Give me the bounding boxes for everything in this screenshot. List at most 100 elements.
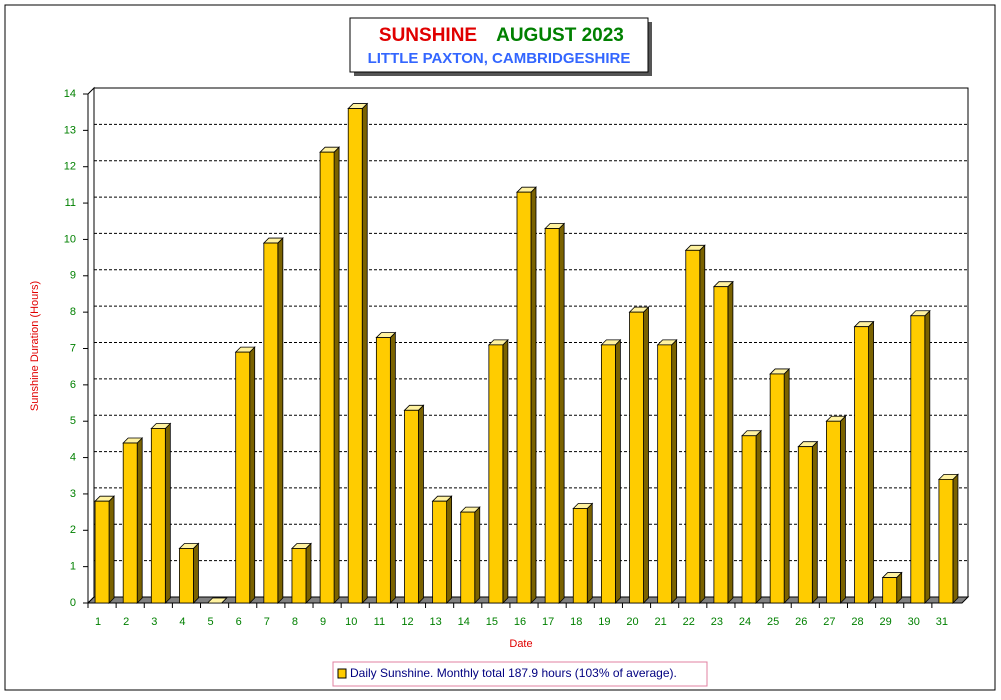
bar-side <box>333 146 340 604</box>
chart-subtitle: LITTLE PAXTON, CAMBRIDGESHIRE <box>368 50 631 67</box>
bar <box>629 311 644 604</box>
x-tick-label: 21 <box>655 616 667 628</box>
plot-left-wall <box>87 86 95 605</box>
bar <box>910 315 926 604</box>
y-tick-label: 11 <box>65 197 76 209</box>
x-tick-label: 4 <box>179 616 185 628</box>
bar <box>432 500 448 604</box>
bar-top <box>206 597 228 604</box>
bar-side <box>136 437 143 604</box>
y-tick-label: 12 <box>64 161 76 173</box>
x-tick-label: 10 <box>345 616 357 628</box>
bar-side <box>868 320 874 604</box>
bar <box>375 337 391 604</box>
bar <box>263 242 279 604</box>
bar <box>122 442 138 604</box>
bar <box>741 435 757 604</box>
y-tick-label: 2 <box>70 524 76 536</box>
bar-side <box>108 495 115 604</box>
chart-title-date: AUGUST 2023 <box>496 25 624 46</box>
bar-side <box>164 422 171 604</box>
bar <box>94 500 110 604</box>
bar-side <box>193 542 199 604</box>
bar <box>713 286 729 604</box>
x-tick-label: 12 <box>401 616 413 628</box>
x-tick-label: 8 <box>292 616 298 628</box>
bar-side <box>783 367 790 604</box>
bar-side <box>558 222 565 604</box>
bar-side <box>277 237 284 604</box>
x-tick-label: 16 <box>514 616 526 628</box>
x-tick-label: 15 <box>486 616 498 628</box>
bar <box>938 478 954 604</box>
bar <box>347 108 363 604</box>
bar <box>685 249 701 604</box>
x-tick-label: 20 <box>626 616 638 628</box>
title-box <box>349 17 649 73</box>
x-tick-label: 25 <box>767 616 779 628</box>
bar-side <box>952 473 959 604</box>
bar <box>516 191 532 604</box>
y-tick-label: 1 <box>70 561 76 573</box>
x-tick-label: 22 <box>683 616 695 628</box>
x-tick-label: 29 <box>880 616 892 628</box>
bar-side <box>530 186 537 604</box>
x-axis-label: Date <box>509 638 532 650</box>
x-tick-label: 13 <box>429 616 441 628</box>
bar-side <box>727 280 734 604</box>
bar-side <box>361 102 368 604</box>
legend-box <box>332 661 708 687</box>
y-tick-label: 8 <box>70 306 76 318</box>
x-tick-label: 1 <box>95 616 101 628</box>
bar <box>826 420 841 604</box>
bar-side <box>614 338 621 604</box>
bar <box>179 548 194 604</box>
y-tick-label: 14 <box>64 88 76 100</box>
x-tick-label: 17 <box>542 616 554 628</box>
bar <box>657 344 673 604</box>
bar-side <box>474 506 481 604</box>
bar-side <box>755 429 762 604</box>
bar-side <box>643 306 649 604</box>
bar <box>600 344 616 604</box>
x-tick-label: 18 <box>570 616 582 628</box>
x-tick-label: 28 <box>851 616 863 628</box>
x-tick-label: 2 <box>123 616 129 628</box>
bar <box>291 548 307 604</box>
x-tick-label: 30 <box>908 616 920 628</box>
y-tick-label: 6 <box>70 379 76 391</box>
x-tick-label: 11 <box>374 616 385 628</box>
x-tick-label: 31 <box>936 616 948 628</box>
bar-side <box>924 309 931 604</box>
x-tick-label: 5 <box>208 616 214 628</box>
bar <box>882 577 898 604</box>
bar <box>544 228 560 604</box>
bar-side <box>446 495 453 604</box>
bar-side <box>249 346 256 604</box>
bar <box>854 326 869 604</box>
x-tick-label: 14 <box>458 616 470 628</box>
bar <box>769 373 785 604</box>
bar-side <box>840 415 846 604</box>
bar <box>150 428 166 604</box>
legend-label: Daily Sunshine. Monthly total 187.9 hour… <box>350 666 677 680</box>
x-tick-label: 24 <box>739 616 751 628</box>
bar-side <box>811 440 818 604</box>
x-tick-label: 19 <box>598 616 610 628</box>
y-tick-label: 13 <box>64 124 76 136</box>
bar <box>404 409 419 604</box>
bar-side <box>699 244 706 604</box>
x-tick-label: 6 <box>236 616 242 628</box>
bar-side <box>671 338 678 604</box>
chart-title: SUNSHINE <box>379 25 477 46</box>
y-tick-label: 0 <box>70 597 76 609</box>
y-axis-label: Sunshine Duration (Hours) <box>29 281 41 411</box>
bar <box>488 344 504 604</box>
bar-side <box>305 542 312 604</box>
y-tick-label: 10 <box>64 233 76 245</box>
bar <box>797 446 813 604</box>
y-tick-label: 4 <box>70 451 76 463</box>
y-tick-label: 7 <box>70 342 76 354</box>
bar <box>235 351 251 604</box>
